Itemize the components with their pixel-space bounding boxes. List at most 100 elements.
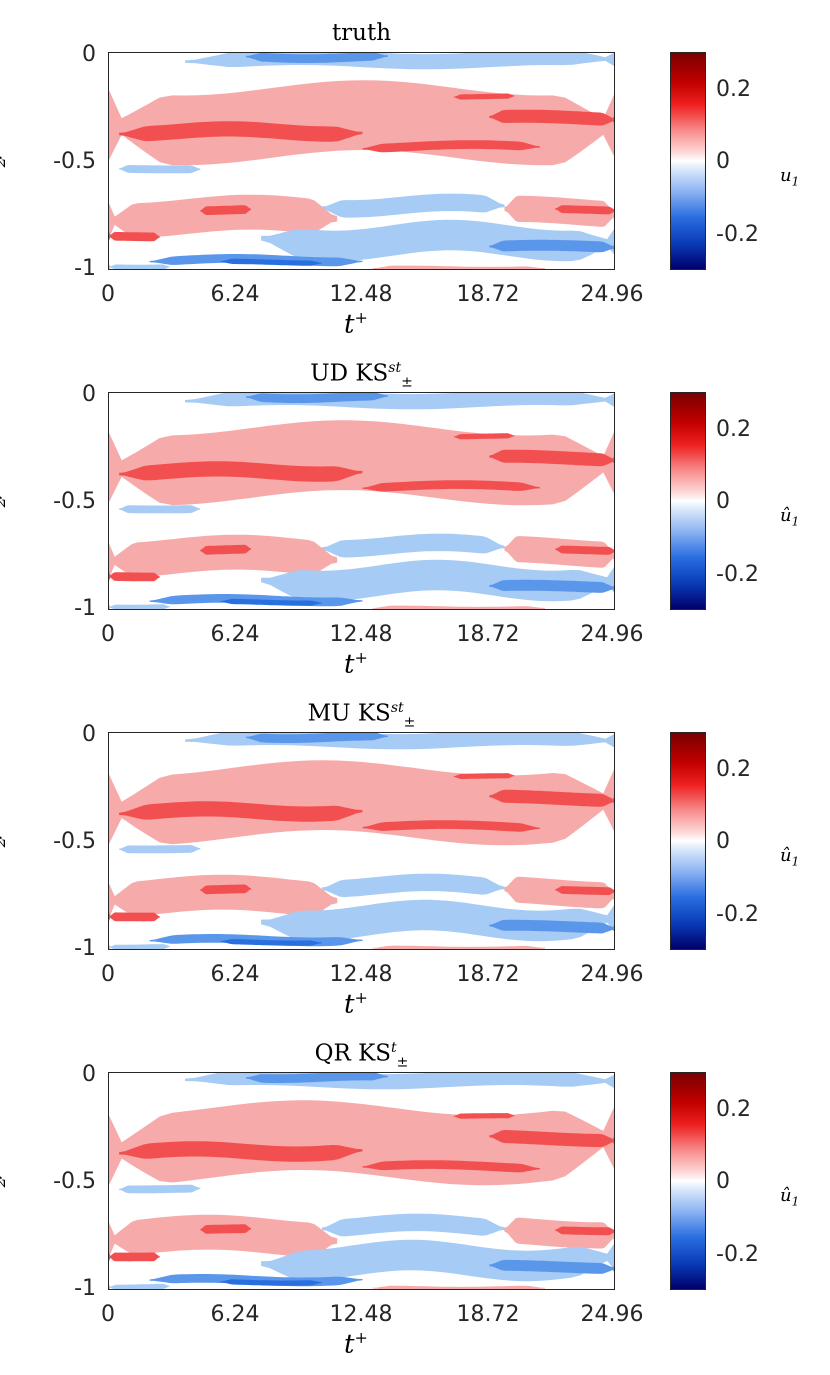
contour-band bbox=[200, 544, 251, 555]
y-axis-label: x2/h bbox=[0, 1151, 9, 1202]
colorbar-tick-label: 0 bbox=[716, 1169, 730, 1194]
contour-band bbox=[109, 572, 160, 582]
contour-band bbox=[261, 219, 614, 262]
contour-band bbox=[245, 393, 388, 403]
colorbar-tick-label: 0.2 bbox=[716, 417, 751, 442]
y-axis-label: x2/h bbox=[0, 811, 9, 862]
contour-band bbox=[489, 239, 614, 253]
contour-band bbox=[504, 536, 614, 568]
x-tick-label: 6.24 bbox=[210, 1302, 260, 1327]
contour-band bbox=[489, 919, 614, 934]
contour-band bbox=[220, 598, 322, 606]
x-tick-label: 18.72 bbox=[456, 282, 520, 307]
x-tick-label: 0 bbox=[101, 962, 115, 987]
x-tick-label: 12.48 bbox=[329, 1302, 393, 1327]
y-axis-label: x2/h bbox=[0, 471, 9, 522]
panel-title: MU KSst± bbox=[307, 700, 416, 731]
contour-band bbox=[220, 939, 322, 946]
panel-truth: truth 0 -0.5 -1 0 6.24 12.48 18.72 24.96… bbox=[0, 0, 830, 340]
contour-band bbox=[119, 505, 201, 514]
panel-title: UD KSst± bbox=[310, 360, 413, 391]
contour-band bbox=[489, 1130, 614, 1148]
contour-band bbox=[245, 733, 388, 743]
contour-band bbox=[200, 884, 251, 895]
contour-band bbox=[372, 605, 545, 609]
x-axis-label: t+ bbox=[344, 1328, 368, 1360]
colorbar-label: û1 bbox=[780, 505, 800, 529]
contour-band bbox=[453, 93, 515, 100]
contour-band bbox=[119, 845, 201, 854]
contour-band bbox=[321, 193, 505, 218]
x-tick-label: 24.96 bbox=[580, 1302, 644, 1327]
contour-band bbox=[109, 194, 338, 239]
contour-band bbox=[321, 1213, 505, 1237]
y-tick-label: 0 bbox=[82, 1062, 96, 1087]
contour-band bbox=[489, 449, 614, 467]
contour-band bbox=[504, 1217, 614, 1249]
contour-band bbox=[109, 912, 160, 922]
contour-band bbox=[119, 461, 363, 482]
contour-band bbox=[453, 773, 515, 779]
contour-band bbox=[109, 264, 170, 269]
contour-field bbox=[109, 1073, 614, 1289]
contour-band bbox=[362, 820, 540, 832]
contour-band bbox=[362, 1160, 540, 1173]
panel-mu-ks: MU KSst± 0 -0.5 -1 0 6.24 12.48 18.72 24… bbox=[0, 680, 830, 1020]
colorbar-tick-label: 0.2 bbox=[716, 1097, 751, 1122]
colorbar bbox=[670, 1072, 706, 1290]
contour-band bbox=[372, 1285, 545, 1289]
contour-band bbox=[362, 480, 540, 492]
x-tick-label: 12.48 bbox=[329, 282, 393, 307]
colorbar-label: û1 bbox=[780, 845, 800, 869]
contour-band bbox=[555, 1226, 614, 1236]
colorbar-tick-label: -0.2 bbox=[716, 222, 759, 247]
x-tick-label: 6.24 bbox=[210, 962, 260, 987]
contour-field bbox=[109, 393, 614, 609]
contour-band bbox=[261, 899, 614, 942]
x-tick-label: 12.48 bbox=[329, 622, 393, 647]
contour-field bbox=[109, 733, 614, 949]
contour-band bbox=[261, 559, 614, 602]
x-axis-label: t+ bbox=[344, 648, 368, 680]
contour-band bbox=[489, 109, 614, 126]
contour-band bbox=[321, 533, 505, 558]
panel-title: QR KSt± bbox=[314, 1040, 409, 1071]
contour-band bbox=[185, 1073, 614, 1090]
contour-band bbox=[109, 1283, 170, 1289]
x-tick-label: 0 bbox=[101, 1302, 115, 1327]
colorbar-tick-label: -0.2 bbox=[716, 562, 759, 587]
colorbar-label: û1 bbox=[780, 1185, 800, 1209]
colorbar-tick-label: 0 bbox=[716, 489, 730, 514]
y-tick-label: 0 bbox=[82, 382, 96, 407]
contour-band bbox=[555, 886, 614, 896]
contour-band bbox=[109, 1252, 160, 1262]
contour-band bbox=[119, 165, 201, 174]
contour-band bbox=[321, 873, 505, 898]
contour-field bbox=[109, 53, 614, 269]
colorbar-tick-label: 0.2 bbox=[716, 77, 751, 102]
x-tick-label: 18.72 bbox=[456, 962, 520, 987]
contour-band bbox=[200, 205, 251, 216]
contour-band bbox=[555, 545, 614, 555]
contour-band bbox=[185, 53, 614, 70]
contour-plot bbox=[108, 392, 615, 610]
contour-band bbox=[109, 874, 338, 919]
y-tick-label: -1 bbox=[74, 1276, 96, 1301]
contour-plot bbox=[108, 52, 615, 270]
colorbar-tick-label: -0.2 bbox=[716, 1242, 759, 1267]
panel-title: truth bbox=[331, 20, 392, 46]
contour-plot bbox=[108, 1072, 615, 1290]
y-tick-label: 0 bbox=[82, 722, 96, 747]
contour-band bbox=[185, 733, 614, 750]
x-tick-label: 24.96 bbox=[580, 622, 644, 647]
contour-plot bbox=[108, 732, 615, 950]
contour-band bbox=[372, 265, 545, 269]
contour-band bbox=[109, 944, 170, 949]
x-tick-label: 24.96 bbox=[580, 282, 644, 307]
y-tick-label: -0.5 bbox=[53, 1169, 96, 1194]
contour-band bbox=[245, 53, 388, 63]
x-tick-label: 18.72 bbox=[456, 1302, 520, 1327]
x-tick-label: 18.72 bbox=[456, 622, 520, 647]
x-axis-label: t+ bbox=[344, 308, 368, 340]
colorbar-label: u1 bbox=[780, 165, 800, 189]
